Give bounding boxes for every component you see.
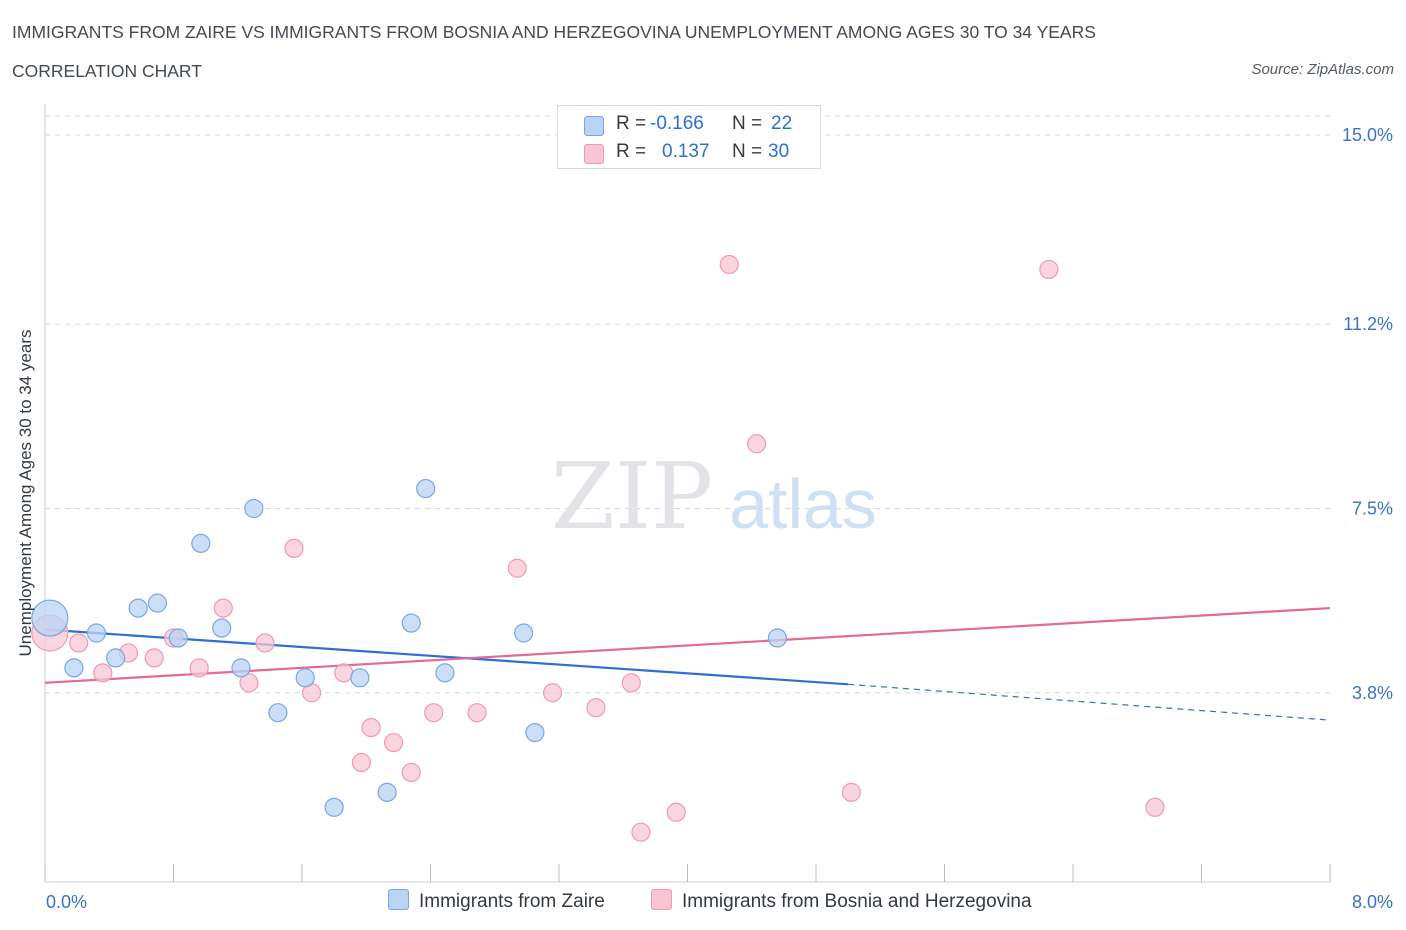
legend-n-label: N =	[732, 113, 763, 134]
chart-title: IMMIGRANTS FROM ZAIRE VS IMMIGRANTS FROM…	[12, 22, 1096, 42]
bosnia-point	[351, 752, 372, 773]
legend-n-value: 30	[768, 141, 790, 162]
bosnia-point	[401, 762, 421, 783]
bosnia-point	[621, 673, 641, 693]
zaire-point	[31, 599, 69, 637]
bosnia-point	[239, 673, 259, 693]
bosnia-point	[746, 434, 767, 454]
bosnia-point	[93, 663, 113, 683]
bosnia-swatch-icon	[584, 144, 604, 164]
tick-labels: 3.8% 7.5% 11.2% 15.0% 0.0% 8.0%	[46, 125, 1393, 912]
zaire-swatch-icon	[388, 889, 409, 910]
zaire-point	[191, 533, 211, 553]
zaire-trend-extension	[848, 683, 1331, 721]
watermark: ZIP atlas	[551, 443, 877, 550]
bosnia-point	[631, 822, 651, 842]
bosnia-point	[189, 658, 209, 678]
zaire-point	[416, 478, 436, 499]
bosnia-point	[361, 718, 381, 738]
zaire-point	[168, 628, 188, 648]
zaire-point	[514, 623, 534, 643]
bosnia-trend-line	[44, 607, 1331, 684]
gridlines	[45, 115, 1330, 694]
legend-r-value: -0.166	[650, 113, 704, 134]
zaire-point	[401, 613, 421, 633]
y-tick-label: 7.5%	[1352, 499, 1393, 519]
bosnia-point	[1145, 797, 1165, 817]
zaire-point	[212, 618, 232, 638]
zaire-point	[268, 703, 288, 723]
legend-r-value: 0.137	[662, 141, 710, 162]
zaire-point	[525, 722, 545, 743]
source-label: Source: ZipAtlas.com	[1251, 61, 1394, 78]
zaire-swatch-icon	[584, 116, 604, 136]
bosnia-point	[542, 683, 563, 703]
legend-item-bosnia: Immigrants from Bosnia and Herzegovina	[651, 889, 1032, 913]
stats-legend: R = -0.166 N = 22 R = 0.137 N = 30	[557, 105, 821, 169]
zaire-point	[324, 797, 344, 817]
legend-n-value: 22	[771, 113, 793, 134]
legend-item-zaire: Immigrants from Zaire	[388, 889, 605, 913]
x-tick-label-min: 0.0%	[46, 892, 87, 912]
zaire-point	[128, 598, 148, 618]
legend-r-label: R =	[616, 113, 647, 134]
y-tick-label: 15.0%	[1342, 125, 1393, 145]
zaire-point	[295, 668, 315, 688]
data-points	[31, 254, 1165, 842]
bosnia-point	[284, 538, 304, 558]
bosnia-point	[586, 698, 606, 718]
bosnia-point	[144, 648, 164, 668]
zaire-point	[435, 663, 455, 683]
zaire-point	[350, 668, 370, 688]
y-axis-title: Unemployment Among Ages 30 to 34 years	[16, 329, 35, 657]
zaire-point	[231, 658, 251, 678]
bosnia-point	[424, 703, 444, 723]
y-tick-label: 11.2%	[1343, 314, 1393, 334]
legend-label-zaire: Immigrants from Zaire	[419, 891, 605, 912]
bosnia-point	[841, 782, 861, 802]
bosnia-point	[334, 663, 354, 683]
bosnia-swatch-icon	[651, 889, 672, 910]
bosnia-point	[69, 633, 89, 653]
bosnia-point	[666, 802, 686, 822]
zaire-point	[767, 628, 788, 648]
zaire-point	[377, 782, 397, 802]
bosnia-point	[467, 703, 487, 723]
zaire-point	[64, 658, 84, 678]
x-tick-label-max: 8.0%	[1352, 892, 1393, 912]
bosnia-point	[1039, 259, 1059, 280]
legend-r-label: R =	[616, 141, 647, 162]
watermark-zip: ZIP	[551, 443, 713, 550]
legend-n-label: N =	[732, 141, 763, 162]
bosnia-point	[719, 254, 739, 275]
bosnia-point	[507, 558, 527, 578]
axes	[44, 104, 1331, 883]
bosnia-point	[383, 732, 404, 753]
zaire-point	[244, 498, 264, 519]
zaire-point	[147, 593, 168, 613]
watermark-atlas: atlas	[729, 465, 877, 543]
bosnia-point	[213, 598, 233, 618]
y-tick-label: 3.8%	[1352, 683, 1393, 703]
legend-label-bosnia: Immigrants from Bosnia and Herzegovina	[682, 891, 1032, 912]
bosnia-point	[255, 633, 275, 653]
zaire-point	[86, 623, 107, 643]
zaire-point	[106, 648, 126, 668]
chart-subtitle: CORRELATION CHART	[12, 61, 202, 81]
